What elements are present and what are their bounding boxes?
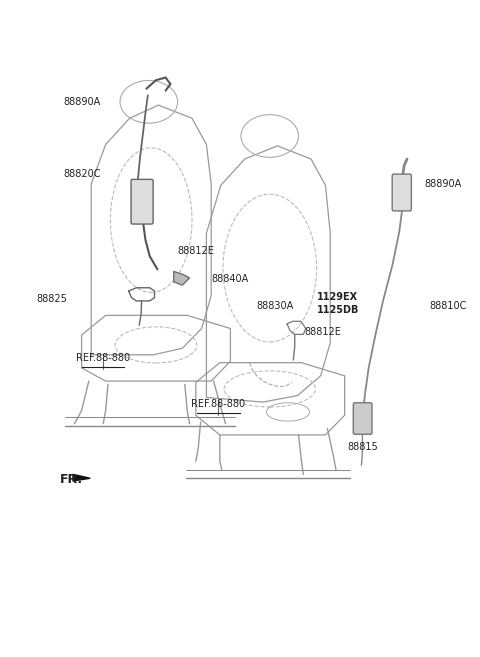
Text: 88810C: 88810C: [430, 300, 467, 311]
Text: 88825: 88825: [36, 294, 67, 304]
FancyBboxPatch shape: [353, 403, 372, 434]
Text: 88820C: 88820C: [63, 169, 101, 179]
Text: 88812E: 88812E: [178, 246, 215, 256]
Text: REF.88-880: REF.88-880: [192, 399, 245, 409]
Text: 88812E: 88812E: [305, 327, 342, 337]
Text: 88890A: 88890A: [425, 179, 462, 189]
Polygon shape: [73, 474, 90, 481]
Text: 88840A: 88840A: [211, 274, 249, 284]
Polygon shape: [174, 271, 190, 285]
Text: 88890A: 88890A: [63, 97, 101, 107]
FancyBboxPatch shape: [131, 179, 153, 224]
Text: 1125DB: 1125DB: [317, 305, 359, 315]
Text: REF.88-880: REF.88-880: [76, 353, 130, 363]
Text: 88830A: 88830A: [257, 300, 294, 311]
Text: 1129EX: 1129EX: [317, 292, 358, 302]
Text: FR.: FR.: [60, 473, 83, 486]
FancyBboxPatch shape: [392, 174, 411, 211]
Text: 88815: 88815: [347, 442, 378, 452]
